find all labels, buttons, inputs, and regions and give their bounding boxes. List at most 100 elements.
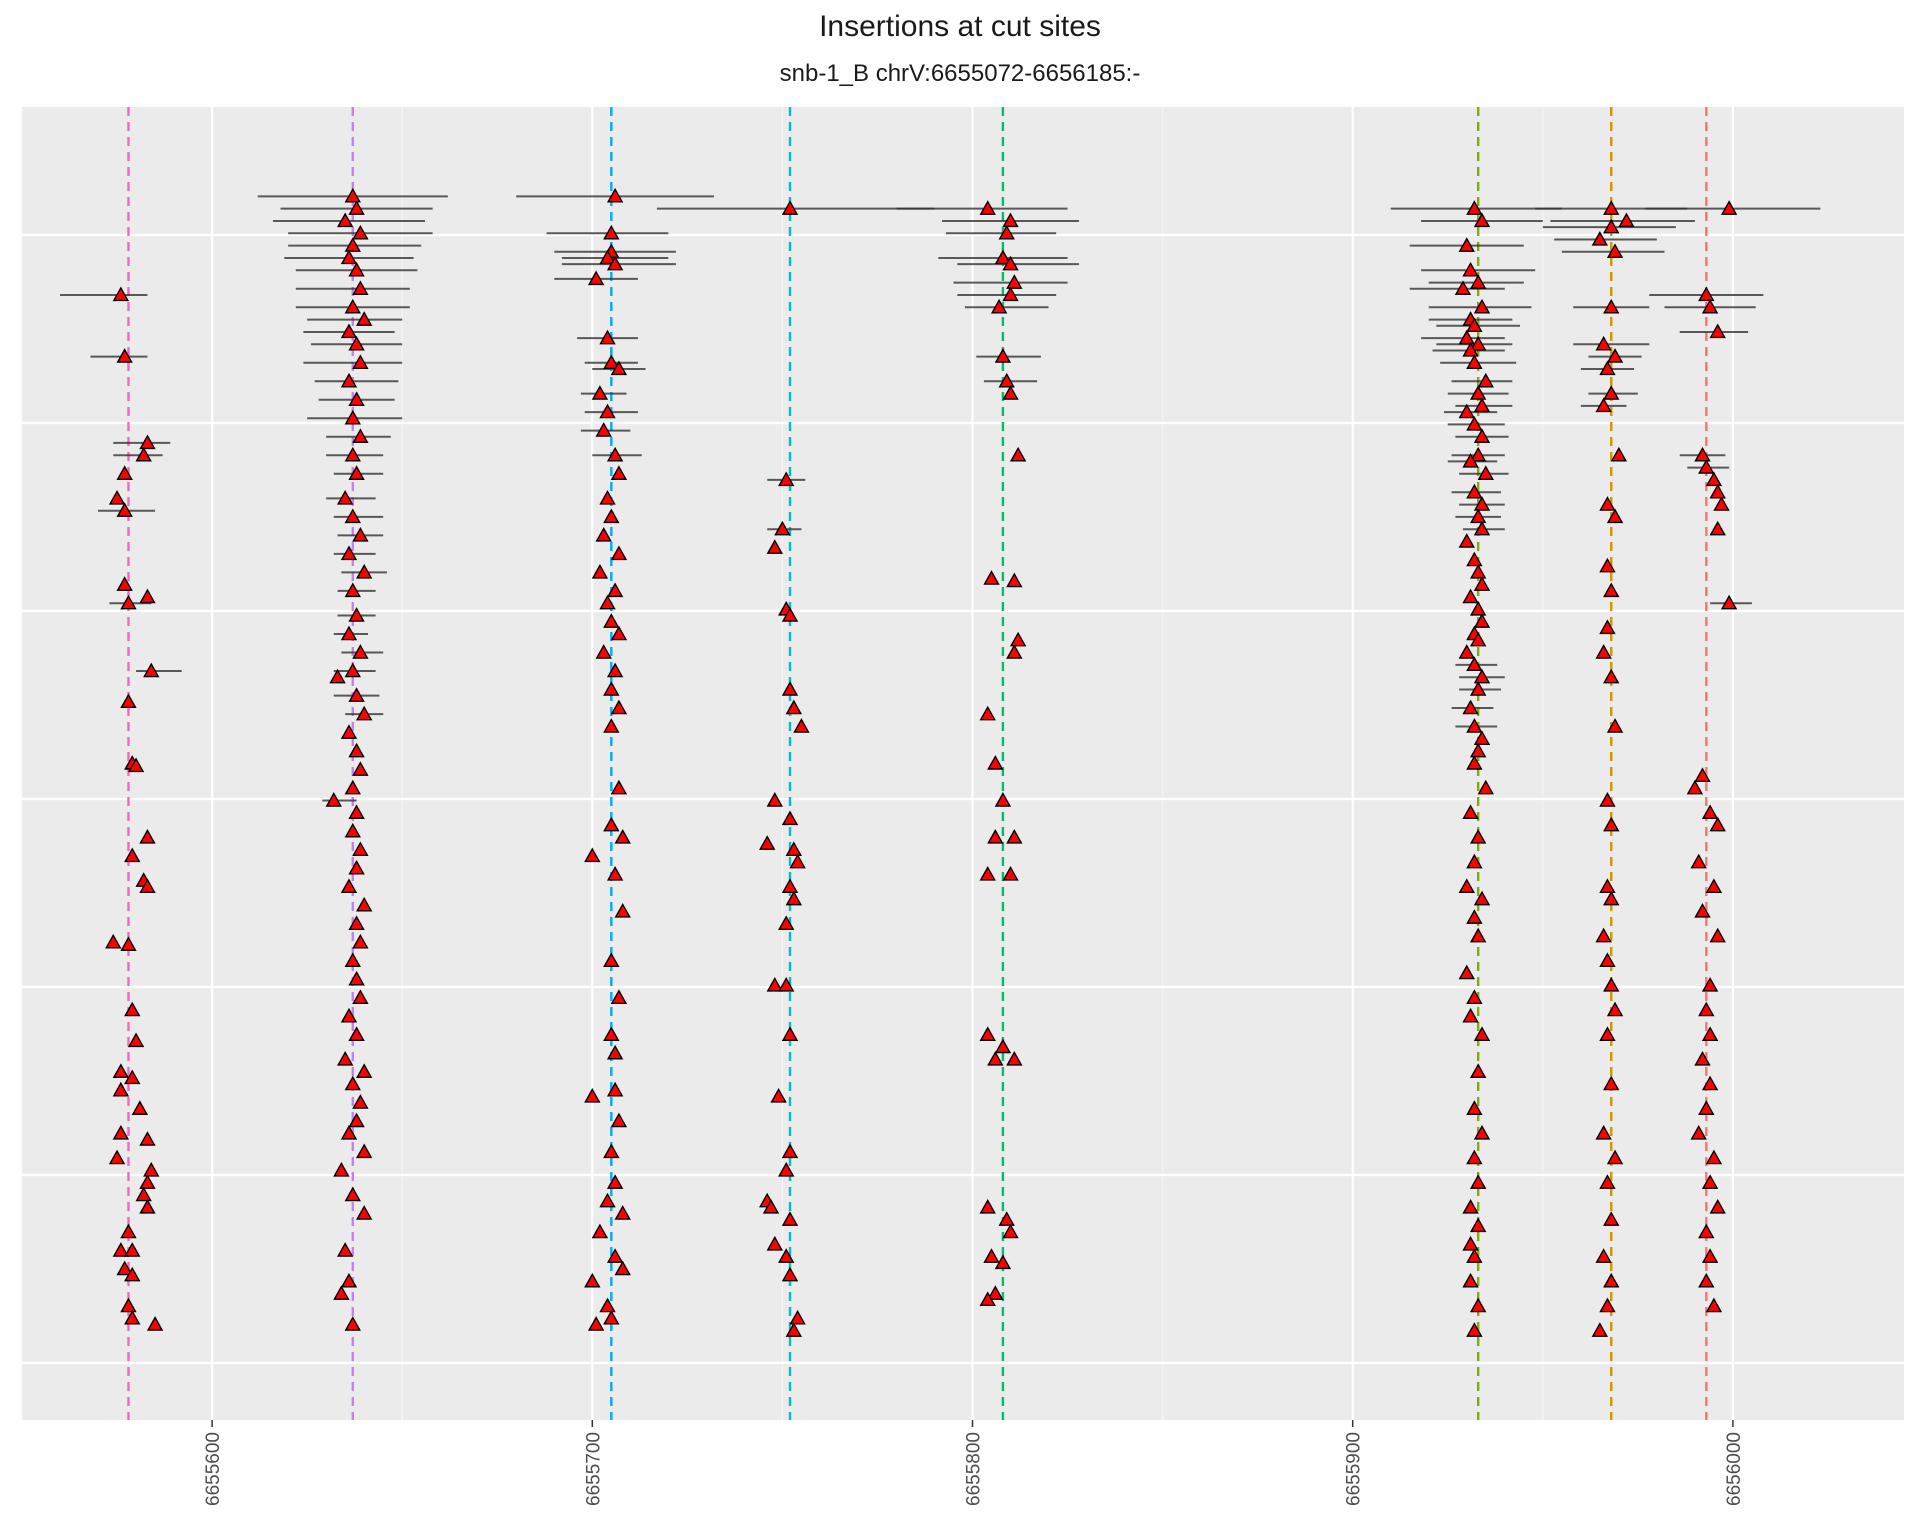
insertion-point-site-5 [994,249,1012,265]
insertion-point-site-6 [1473,668,1491,684]
insertion-point-site-1 [112,1081,130,1097]
insertion-point-site-6 [1466,200,1483,215]
insertion-point-site-6 [1469,742,1487,758]
insertion-point-site-3 [610,699,628,715]
insertion-point-site-3 [614,1260,631,1276]
x-tick-label: 6655600 [203,1432,224,1506]
insertion-point-site-3 [584,1272,601,1288]
x-tick-label: 6656000 [1724,1432,1745,1506]
insertion-point-site-2 [344,298,361,314]
insertion-point-site-1 [135,446,152,462]
insertion-point-site-5 [1006,829,1023,844]
insertion-point-site-6 [1466,1322,1483,1337]
insertion-point-site-7 [1595,644,1612,659]
insertion-point-site-6 [1473,428,1491,443]
insertion-point-site-2 [336,1050,354,1066]
insertion-point-site-7 [1595,927,1612,943]
insertion-point-site-1 [108,1149,126,1165]
grid-lines [21,107,1904,1420]
insertion-point-site-2 [344,779,361,795]
insertion-point-site-4 [785,1322,803,1337]
insertion-point-site-3 [606,446,624,462]
insertion-point-site-5 [994,1254,1012,1270]
insertion-point-site-2 [344,1316,361,1331]
insertion-point-site-1 [124,1309,141,1325]
insertion-point-site-7 [1603,218,1620,234]
insertion-point-site-2 [348,200,365,215]
insertion-point-site-8 [1720,594,1738,610]
insertion-point-site-1 [116,576,133,591]
insertion-point-site-6 [1473,496,1491,511]
insertion-point-site-2 [340,724,358,739]
insertion-point-site-2 [348,915,365,930]
insertion-point-site-7 [1599,1026,1616,1041]
insertion-point-site-1 [143,1161,160,1177]
insertion-point-site-6 [1469,335,1487,351]
insertion-point-site-3 [603,224,620,240]
insertion-point-site-8 [1698,1100,1715,1115]
insertion-point-site-4 [781,200,799,215]
insertion-point-site-6 [1477,372,1494,388]
insertion-point-site-1 [120,936,137,951]
insertion-point-site-6 [1458,533,1475,548]
insertion-point-site-5 [987,1285,1004,1300]
insertion-point-site-2 [344,1186,361,1202]
insertion-point-site-3 [610,360,628,376]
insertion-point-site-4 [770,1087,787,1103]
insertion-point-site-7 [1606,243,1624,259]
insertion-point-site-6 [1462,1007,1479,1023]
insertion-point-site-1 [124,1001,141,1017]
insertion-point-site-7 [1599,557,1616,573]
insertion-point-site-2 [352,428,369,443]
insertion-point-site-2 [348,261,365,277]
insertion-point-site-1 [116,465,133,480]
insertion-point-site-7 [1606,508,1624,524]
insertion-point-site-5 [979,1291,996,1307]
insertion-point-site-5 [979,200,996,215]
insertion-point-site-8 [1694,1050,1711,1066]
insertion-point-site-3 [606,1081,624,1097]
insertion-point-site-2 [348,607,365,622]
insertion-point-site-3 [603,952,620,967]
insertion-point-site-7 [1618,212,1635,228]
x-tick-label: 6655800 [964,1432,985,1506]
insertion-point-site-1 [127,757,145,773]
insertion-point-site-6 [1466,354,1483,369]
insertion-point-site-5 [1002,212,1019,228]
insertion-point-site-3 [614,829,631,844]
insertion-point-site-8 [1701,1026,1719,1041]
insertion-point-site-2 [344,446,361,462]
insertion-point-site-3 [603,354,620,369]
insertion-point-site-5 [979,705,996,721]
insertion-point-site-2 [355,705,373,721]
insertion-point-site-6 [1466,853,1483,869]
insertion-point-site-6 [1466,415,1483,431]
insertion-point-site-6 [1466,989,1483,1004]
insertion-point-site-1 [116,348,133,363]
insertion-point-site-7 [1599,619,1616,635]
insertion-point-site-2 [340,878,358,893]
insertion-point-site-1 [124,847,141,863]
insertion-point-site-7 [1606,1001,1624,1017]
insertion-point-site-5 [1009,446,1027,462]
insertion-point-site-5 [1006,644,1023,659]
insertion-point-site-4 [778,471,795,487]
insertion-point-site-6 [1458,964,1475,980]
insertion-point-site-6 [1462,1272,1479,1288]
insertion-point-site-6 [1473,1026,1491,1041]
insertion-point-site-2 [340,1007,358,1023]
insertion-point-site-7 [1603,1272,1620,1288]
insertion-point-site-6 [1473,613,1491,628]
insertion-point-site-6 [1469,1217,1487,1233]
insertion-point-site-5 [998,1211,1015,1226]
insertion-point-site-6 [1454,280,1472,295]
insertion-point-site-8 [1705,1149,1723,1165]
insertion-point-site-3 [606,187,624,203]
insertion-point-site-5 [994,348,1012,363]
insertion-point-site-2 [340,323,358,339]
insertion-point-site-7 [1606,718,1624,733]
insertion-point-site-1 [108,489,126,505]
insertion-point-site-1 [105,933,122,949]
insertion-point-site-7 [1603,1211,1620,1226]
x-axis: 6655600 6655700 6655800 6655900 6656000 [203,1420,1745,1506]
